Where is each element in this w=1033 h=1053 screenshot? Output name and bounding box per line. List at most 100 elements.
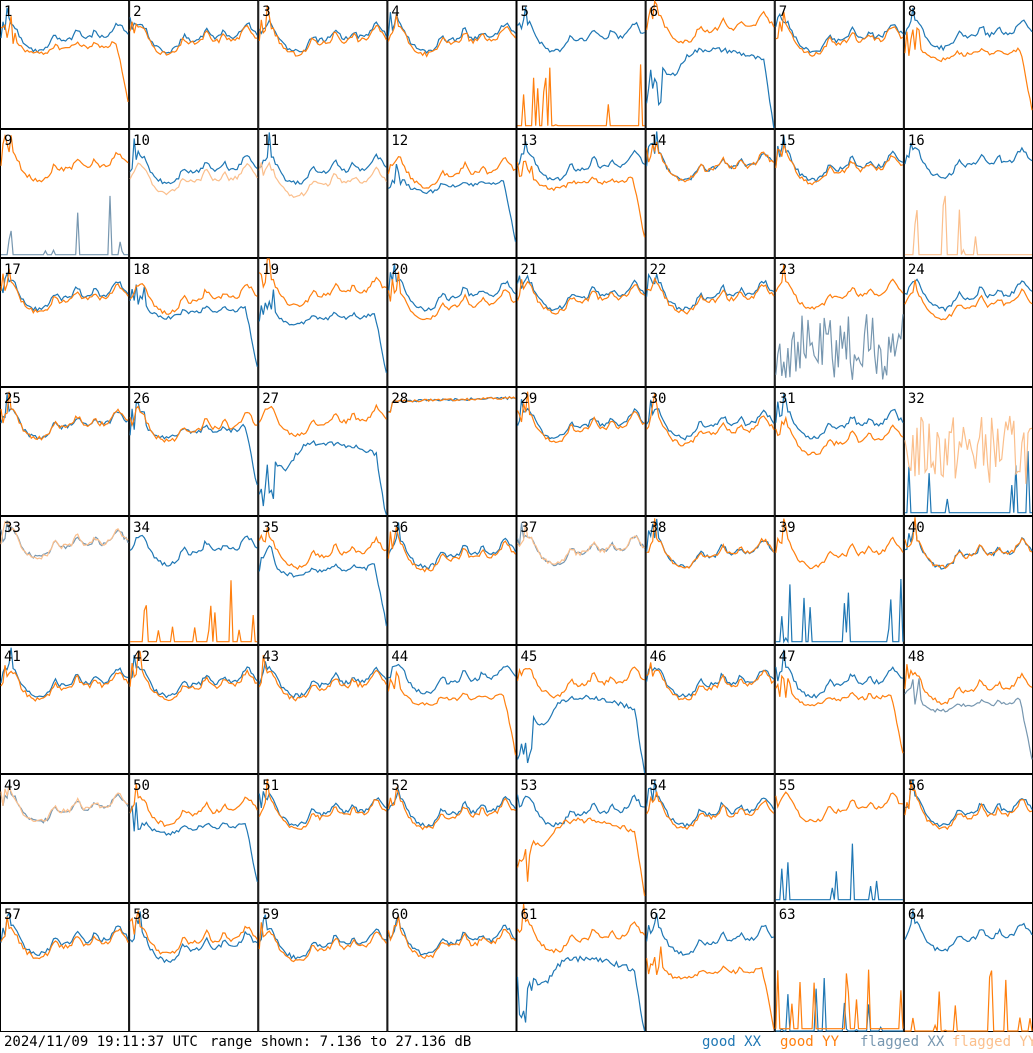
series-yy-line xyxy=(0,268,129,314)
panel-number-label: 30 xyxy=(650,391,667,407)
series-yy-line xyxy=(258,778,387,830)
series-yy-line xyxy=(775,415,904,456)
panel-frame xyxy=(774,774,904,903)
panel-frame xyxy=(774,0,904,129)
series-xx-line xyxy=(387,915,516,956)
panel-11: 11 xyxy=(258,129,388,258)
panel-50: 50 xyxy=(129,774,259,903)
panel-number-label: 5 xyxy=(521,4,529,20)
panel-number-label: 4 xyxy=(391,4,399,20)
series-yy-line xyxy=(129,651,258,702)
series-xx-line xyxy=(646,666,775,698)
panel-frame xyxy=(0,516,130,645)
panel-number-label: 38 xyxy=(650,520,667,536)
panel-frame xyxy=(387,0,517,129)
series-yy-line xyxy=(0,16,129,103)
panel-frame xyxy=(0,645,130,774)
series-xx-line xyxy=(516,794,645,828)
panel-54: 54 xyxy=(645,774,775,903)
series-xx-line xyxy=(258,440,387,516)
series-xx-line xyxy=(517,141,645,182)
panel-number-label: 54 xyxy=(650,778,667,794)
series-xx-line xyxy=(0,7,129,54)
series-yy-line xyxy=(904,664,1033,706)
panel-number-label: 59 xyxy=(262,907,279,923)
panel-61: 61 xyxy=(516,903,646,1032)
series-xx-line xyxy=(775,135,904,183)
panel-4: 4 xyxy=(387,0,517,129)
panel-frame xyxy=(903,645,1033,774)
panel-12: 12 xyxy=(387,129,517,258)
panel-number-label: 45 xyxy=(521,649,538,665)
panel-49: 49 xyxy=(0,774,130,903)
series-yy-line xyxy=(258,922,387,963)
series-yy-line xyxy=(775,143,904,186)
series-xx-line xyxy=(904,451,1032,514)
panel-frame xyxy=(387,258,517,387)
series-xx-line xyxy=(775,392,904,440)
series-yy-line xyxy=(516,817,646,897)
panel-number-label: 31 xyxy=(779,391,796,407)
panel-frame xyxy=(903,129,1033,258)
series-xx-line xyxy=(387,787,517,828)
series-yy-line xyxy=(904,415,1033,484)
panel-number-label: 17 xyxy=(4,262,21,278)
panel-number-label: 57 xyxy=(4,907,21,923)
panel-number-label: 19 xyxy=(262,262,279,278)
panel-number-label: 47 xyxy=(779,649,796,665)
panel-36: 36 xyxy=(387,516,517,645)
series-yy-line xyxy=(0,391,129,441)
series-yy-line xyxy=(258,258,387,308)
series-xx-line xyxy=(516,955,646,1032)
series-xx-line xyxy=(516,399,645,440)
series-yy-line xyxy=(129,405,258,443)
panel-number-label: 46 xyxy=(650,649,667,665)
panel-frame xyxy=(0,387,130,516)
panel-number-label: 1 xyxy=(4,4,12,20)
panel-number-label: 12 xyxy=(391,133,408,149)
panel-59: 59 xyxy=(258,903,388,1032)
panel-25: 25 xyxy=(0,387,130,516)
panel-10: 10 xyxy=(129,129,259,258)
series-xx-line xyxy=(129,802,258,882)
panel-number-label: 41 xyxy=(4,649,21,665)
series-yy-line xyxy=(904,26,1033,111)
series-yy-line xyxy=(129,283,258,315)
panel-number-label: 10 xyxy=(133,133,150,149)
series-xx-line xyxy=(646,780,775,829)
panel-number-label: 21 xyxy=(521,262,538,278)
series-yy-line xyxy=(646,141,775,183)
panel-number-label: 42 xyxy=(133,649,150,665)
panel-frame xyxy=(645,516,775,645)
panel-frame xyxy=(129,387,259,516)
series-yy-line xyxy=(129,21,258,56)
panel-39: 39 xyxy=(774,516,904,645)
panel-number-label: 49 xyxy=(4,778,21,794)
series-xx-line xyxy=(258,661,387,699)
series-yy-line xyxy=(129,910,258,955)
panel-57: 57 xyxy=(0,903,130,1032)
series-xx-line xyxy=(0,647,129,698)
panel-frame xyxy=(258,774,388,903)
panel-frame xyxy=(774,129,904,258)
series-yy-line xyxy=(646,0,775,44)
panel-44: 44 xyxy=(387,645,517,774)
series-yy-line xyxy=(516,160,646,238)
series-yy-line xyxy=(904,517,1033,570)
panel-47: 47 xyxy=(774,645,904,774)
series-xx-line xyxy=(258,914,387,960)
series-xx-line xyxy=(775,649,904,699)
series-xx-line xyxy=(129,284,258,367)
panel-number-label: 24 xyxy=(908,262,925,278)
series-yy-line xyxy=(904,279,1033,321)
panel-64: 64 xyxy=(903,903,1033,1032)
panel-23: 23 xyxy=(774,258,904,387)
panel-58: 58 xyxy=(129,903,259,1032)
panel-frame xyxy=(774,516,904,645)
panel-22: 22 xyxy=(645,258,775,387)
panel-frame xyxy=(516,645,646,774)
series-yy-line xyxy=(0,665,129,702)
series-xx-line xyxy=(1,195,129,256)
panel-number-label: 22 xyxy=(650,262,667,278)
series-yy-line xyxy=(387,14,516,58)
